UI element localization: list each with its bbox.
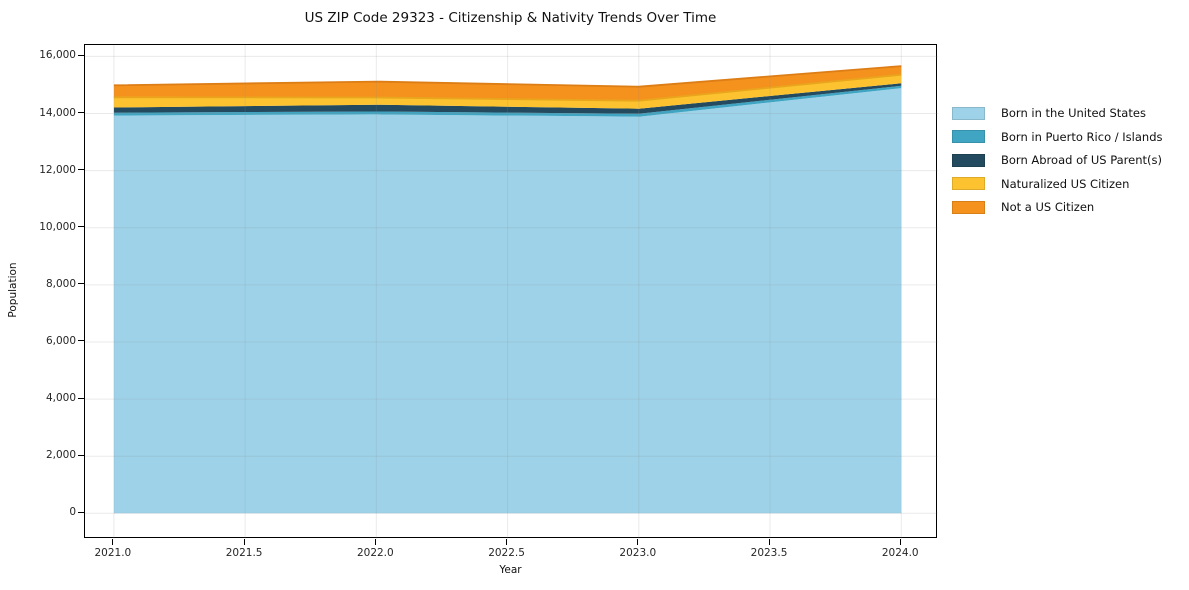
x-tick-label-5: 2023.5 xyxy=(750,547,788,559)
area-series-4 xyxy=(113,66,902,101)
y-tick-label-0: 0 xyxy=(69,506,76,519)
x-tick-mark-5 xyxy=(768,539,770,545)
legend-item-born-abroad: Born Abroad of US Parent(s) xyxy=(952,153,1163,167)
y-tick-mark-6 xyxy=(78,169,84,171)
legend-label-born-pr: Born in Puerto Rico / Islands xyxy=(1001,129,1163,144)
y-tick-mark-3 xyxy=(78,340,84,342)
edge-not-citizen-top xyxy=(113,65,902,88)
y-tick-mark-7 xyxy=(78,112,84,114)
x-tick-mark-4 xyxy=(637,539,639,545)
y-tick-label-1: 2,000 xyxy=(45,449,76,462)
y-tick-mark-4 xyxy=(78,283,84,285)
stacked-area-chart xyxy=(85,45,938,539)
x-tick-mark-2 xyxy=(374,539,376,545)
x-tick-label-4: 2023.0 xyxy=(619,547,657,559)
legend-item-naturalized: Naturalized US Citizen xyxy=(952,177,1163,191)
y-tick-mark-8 xyxy=(78,54,84,56)
y-tick-label-3: 6,000 xyxy=(45,334,76,347)
x-tick-mark-1 xyxy=(243,539,245,545)
legend-label-not-citizen: Not a US Citizen xyxy=(1001,200,1095,214)
legend-swatch-naturalized xyxy=(952,177,985,190)
legend-item-born-us: Born in the United States xyxy=(952,106,1163,120)
y-tick-mark-0 xyxy=(78,511,84,513)
legend-item-not-citizen: Not a US Citizen xyxy=(952,200,1163,214)
y-tick-label-2: 4,000 xyxy=(45,392,76,405)
area-series-2 xyxy=(113,83,902,114)
y-tick-mark-2 xyxy=(78,397,84,399)
x-tick-mark-3 xyxy=(506,539,508,545)
chart-title: US ZIP Code 29323 - Citizenship & Nativi… xyxy=(304,10,717,26)
x-tick-label-6: 2024.0 xyxy=(881,547,919,559)
legend-item-born-pr: Born in Puerto Rico / Islands xyxy=(952,130,1163,144)
legend-label-born-us: Born in the United States xyxy=(1001,106,1146,120)
x-tick-mark-0 xyxy=(112,539,114,545)
area-series-0 xyxy=(113,88,902,514)
legend-swatch-not-citizen xyxy=(952,200,985,214)
y-tick-label-7: 14,000 xyxy=(39,106,76,119)
edge-naturalized-top xyxy=(113,73,902,102)
legend-label-naturalized: Naturalized US Citizen xyxy=(1001,176,1130,191)
area-series-1 xyxy=(113,85,902,117)
legend: Born in the United States Born in Puerto… xyxy=(952,106,1163,224)
y-tick-label-4: 8,000 xyxy=(45,277,76,290)
y-tick-mark-5 xyxy=(78,226,84,228)
x-tick-mark-6 xyxy=(899,539,901,545)
y-tick-label-6: 12,000 xyxy=(39,163,76,176)
area-series-3 xyxy=(113,74,902,109)
legend-label-born-abroad: Born Abroad of US Parent(s) xyxy=(1001,153,1162,167)
legend-swatch-born-us xyxy=(952,106,985,120)
x-tick-label-3: 2022.5 xyxy=(488,547,525,559)
plot-area xyxy=(84,44,938,539)
y-tick-label-8: 16,000 xyxy=(39,49,76,62)
y-tick-label-5: 10,000 xyxy=(39,220,76,233)
x-axis-label: Year xyxy=(499,564,522,576)
x-tick-label-1: 2021.5 xyxy=(225,547,263,559)
y-axis-label: Population xyxy=(7,262,19,318)
legend-swatch-born-pr xyxy=(952,130,985,143)
y-tick-mark-1 xyxy=(78,454,84,456)
x-tick-label-0: 2021.0 xyxy=(94,547,132,559)
x-tick-label-2: 2022.0 xyxy=(356,547,394,559)
legend-swatch-born-abroad xyxy=(952,153,985,167)
